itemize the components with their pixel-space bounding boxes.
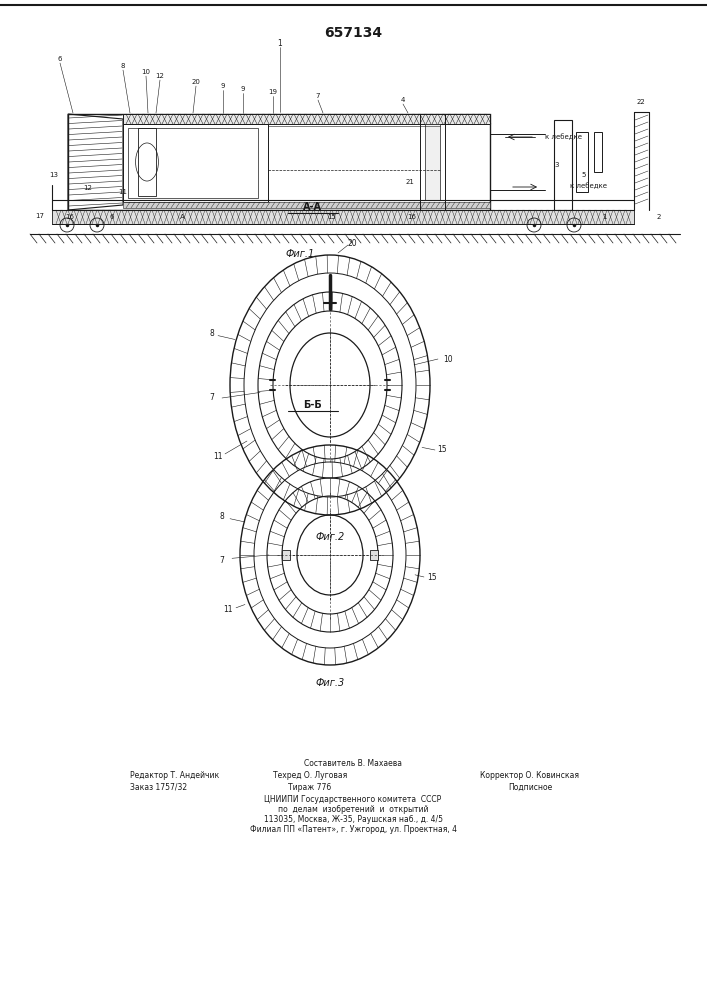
Text: 8: 8 [220, 512, 224, 521]
Text: 16: 16 [66, 214, 74, 220]
Text: 10: 10 [141, 69, 151, 75]
Text: 12: 12 [156, 73, 165, 79]
Text: 3: 3 [555, 162, 559, 168]
Bar [554, 120, 572, 210]
Bar [420, 114, 445, 210]
Text: 9: 9 [221, 83, 226, 89]
Text: 15: 15 [427, 572, 437, 582]
Bar [123, 202, 490, 208]
Text: 7: 7 [209, 393, 214, 402]
Text: 19: 19 [269, 89, 278, 95]
Text: Корректор О. Ковинская: Корректор О. Ковинская [481, 770, 580, 780]
Text: 15: 15 [437, 446, 447, 454]
Bar [282, 550, 290, 560]
Text: 8: 8 [121, 63, 125, 69]
Text: 12: 12 [83, 185, 93, 191]
Bar [138, 128, 156, 196]
Text: 1: 1 [602, 214, 606, 220]
Text: к лебедке: к лебедке [545, 134, 582, 140]
Text: 9: 9 [241, 86, 245, 92]
Text: 657134: 657134 [324, 26, 382, 40]
Text: 20: 20 [347, 238, 357, 247]
Bar [52, 210, 634, 224]
Text: 4: 4 [401, 97, 405, 103]
Text: 16: 16 [407, 214, 416, 220]
Text: 113035, Москва, Ж-35, Раушская наб., д. 4/5: 113035, Москва, Ж-35, Раушская наб., д. … [264, 814, 443, 824]
Text: 1: 1 [278, 39, 282, 48]
Text: 7: 7 [220, 556, 224, 565]
Text: A: A [180, 214, 185, 220]
Text: 21: 21 [406, 179, 414, 185]
Text: 15: 15 [327, 214, 337, 220]
Text: Фиг.2: Фиг.2 [315, 532, 344, 542]
Text: 13: 13 [49, 172, 59, 178]
Text: 7: 7 [316, 93, 320, 99]
Text: 11: 11 [223, 605, 233, 614]
Text: 11: 11 [214, 452, 223, 461]
Text: Б-Б: Б-Б [303, 400, 322, 410]
Text: 6: 6 [110, 214, 115, 220]
Text: 10: 10 [443, 355, 452, 363]
Text: ЦНИИПИ Государственного комитета  СССР: ЦНИИПИ Государственного комитета СССР [264, 794, 442, 804]
Bar [425, 124, 440, 200]
Text: 11: 11 [119, 189, 127, 195]
Bar [123, 114, 490, 124]
Text: A-A: A-A [303, 202, 322, 212]
Text: 6: 6 [58, 56, 62, 62]
Text: 17: 17 [35, 213, 45, 219]
Text: Техред О. Луговая: Техред О. Луговая [273, 770, 347, 780]
Bar [128, 128, 258, 198]
Text: Редактор Т. Андейчик: Редактор Т. Андейчик [130, 770, 219, 780]
Text: к лебедке: к лебедке [570, 183, 607, 189]
Bar [123, 124, 268, 202]
Text: 2: 2 [657, 214, 661, 220]
Text: Фиг.1: Фиг.1 [286, 249, 315, 259]
Text: Тираж 776: Тираж 776 [288, 782, 332, 792]
Bar [576, 132, 588, 192]
Text: по  делам  изобретений  и  открытий: по делам изобретений и открытий [278, 804, 428, 814]
Text: 22: 22 [636, 99, 645, 105]
Text: 5: 5 [582, 172, 586, 178]
Text: 20: 20 [192, 79, 201, 85]
Bar [68, 114, 490, 210]
Text: Составитель В. Махаева: Составитель В. Махаева [304, 758, 402, 768]
Text: 8: 8 [209, 328, 214, 338]
Text: Заказ 1757/32: Заказ 1757/32 [130, 782, 187, 792]
Text: Подписное: Подписное [508, 782, 552, 792]
Bar [594, 132, 602, 172]
Text: Фиг.3: Фиг.3 [315, 678, 344, 688]
Text: Филиал ПП «Патент», г. Ужгород, ул. Проектная, 4: Филиал ПП «Патент», г. Ужгород, ул. Прое… [250, 824, 457, 834]
Bar [370, 550, 378, 560]
